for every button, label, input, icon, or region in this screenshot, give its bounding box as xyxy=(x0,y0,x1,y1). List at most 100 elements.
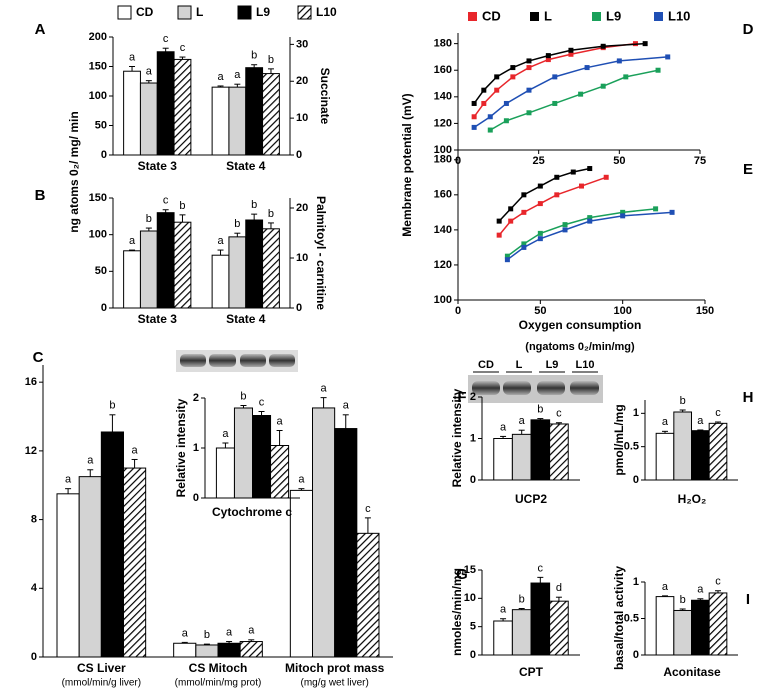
y2-axis-label: Succinate xyxy=(318,68,332,125)
significance-letter: c xyxy=(538,562,544,574)
y-tick-label: 0.5 xyxy=(624,441,639,453)
significance-letter: a xyxy=(226,626,233,638)
significance-letter: a xyxy=(697,584,704,596)
y-tick-label: 1 xyxy=(193,442,199,454)
y-tick-label: 120 xyxy=(434,117,452,129)
y-tick-label: 50 xyxy=(95,119,107,131)
bar xyxy=(173,642,197,658)
x-axis-label: H₂O₂ xyxy=(678,492,707,506)
legend-label: L xyxy=(196,5,203,19)
data-point xyxy=(526,65,532,71)
bar xyxy=(262,228,280,309)
data-point xyxy=(487,114,493,120)
western-blot xyxy=(176,350,298,372)
data-point xyxy=(587,218,593,224)
significance-letter: a xyxy=(87,455,94,467)
significance-letter: b xyxy=(179,200,185,212)
panel-label: G xyxy=(456,566,468,583)
significance-letter: a xyxy=(217,71,224,83)
bar xyxy=(245,219,264,309)
bar xyxy=(100,431,125,658)
blot-label: L10 xyxy=(576,359,595,371)
legend-swatch xyxy=(177,5,192,20)
bar xyxy=(691,599,710,656)
x-tick-label: 0 xyxy=(455,305,461,317)
bar xyxy=(173,221,192,309)
y-tick-label: 5 xyxy=(470,621,476,633)
significance-letter: c xyxy=(259,396,265,408)
data-point xyxy=(537,201,543,207)
legend-swatch xyxy=(117,5,132,20)
bar xyxy=(233,407,253,499)
significance-letter: b xyxy=(519,593,525,605)
legend-swatch xyxy=(654,12,663,21)
data-point xyxy=(537,183,543,189)
bar xyxy=(123,250,141,309)
data-point xyxy=(471,100,477,106)
bar xyxy=(211,254,230,309)
data-point xyxy=(584,65,590,71)
bar xyxy=(211,86,230,156)
panel-label: F xyxy=(457,389,466,406)
significance-letter: b xyxy=(234,218,240,230)
bar xyxy=(289,489,314,658)
data-point xyxy=(568,51,574,57)
x-tick-label: State 3 xyxy=(138,159,178,173)
bar xyxy=(123,70,141,156)
legend-swatch xyxy=(297,5,312,20)
y-axis-label: Relative intensity xyxy=(450,388,464,487)
bar xyxy=(673,411,693,481)
bar xyxy=(139,230,158,309)
y-tick-label: 180 xyxy=(434,154,452,166)
y-tick-label: 16 xyxy=(25,376,37,388)
bar xyxy=(530,419,551,481)
y-tick-label: 120 xyxy=(434,259,452,271)
x-tick-units: (mmol/min/mg prot) xyxy=(175,678,262,689)
legend-label: L xyxy=(544,8,552,23)
y-tick-label: 150 xyxy=(89,192,107,204)
series-line xyxy=(506,208,656,257)
panel-label: A xyxy=(35,21,46,38)
significance-letter: a xyxy=(500,604,507,616)
significance-letter: b xyxy=(680,594,686,606)
significance-letter: a xyxy=(500,421,507,433)
data-point xyxy=(587,166,593,172)
significance-letter: b xyxy=(268,54,274,66)
data-point xyxy=(600,43,606,49)
y2-tick-label: 30 xyxy=(296,38,308,50)
data-point xyxy=(669,209,675,215)
y-tick-label: 150 xyxy=(89,60,107,72)
bar xyxy=(549,423,569,481)
significance-letter: a xyxy=(662,581,669,593)
legend-swatch xyxy=(592,12,601,21)
bar xyxy=(262,73,280,156)
y-tick-label: 1 xyxy=(470,432,476,444)
significance-letter: c xyxy=(715,576,721,588)
y-tick-label: 0 xyxy=(31,651,37,663)
significance-letter: c xyxy=(715,407,721,419)
data-point xyxy=(503,118,509,124)
bar xyxy=(356,532,380,658)
legend-swatch xyxy=(468,12,477,21)
significance-letter: c xyxy=(556,408,562,420)
y-axis-label: ng atoms 0₂/ mg/ min xyxy=(67,111,81,232)
bar xyxy=(123,467,147,658)
bar xyxy=(228,236,247,309)
bar xyxy=(334,428,358,658)
significance-letter: a xyxy=(662,416,669,428)
series-line xyxy=(489,69,659,131)
significance-letter: a xyxy=(519,415,526,427)
bar xyxy=(708,422,728,481)
y-tick-label: 0 xyxy=(101,149,107,161)
y-tick-label: 180 xyxy=(434,38,452,50)
y-tick-label: 0 xyxy=(101,302,107,314)
legend-swatch xyxy=(530,12,539,21)
bar xyxy=(673,609,693,656)
x-tick-label: State 3 xyxy=(138,312,178,326)
series-line xyxy=(473,42,646,104)
x-tick-label: 150 xyxy=(696,305,714,317)
y2-tick-label: 0 xyxy=(296,302,302,314)
legend-label: CD xyxy=(136,5,154,19)
y-tick-label: 140 xyxy=(434,224,452,236)
